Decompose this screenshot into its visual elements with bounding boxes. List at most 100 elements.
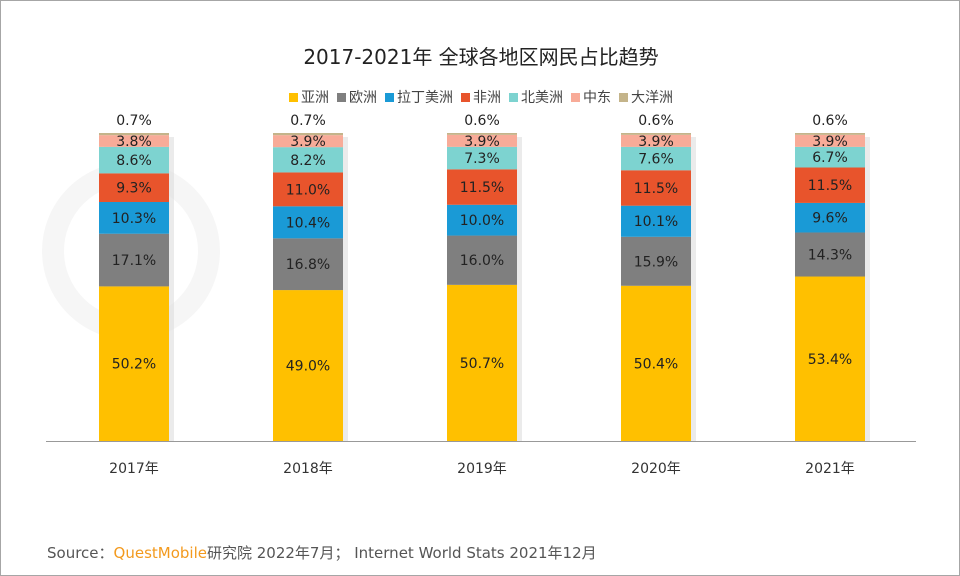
data-label: 0.6%	[638, 113, 674, 129]
bar-segment	[795, 202, 865, 233]
x-tick-label: 2017年	[109, 461, 159, 477]
legend: 亚洲 欧洲 拉丁美洲 非洲 北美洲 中东 大洋洲	[1, 87, 959, 107]
data-label: 0.6%	[812, 113, 848, 129]
legend-swatch	[619, 93, 628, 102]
legend-label: 北美洲	[521, 90, 563, 106]
bar-segment	[795, 167, 865, 203]
data-label: 11.5%	[808, 178, 852, 194]
bar-segment	[447, 284, 517, 441]
legend-swatch	[571, 93, 580, 102]
bar-segment	[621, 205, 691, 237]
legend-item: 北美洲	[509, 87, 563, 107]
data-label: 53.4%	[808, 352, 852, 368]
bar-segment	[621, 134, 691, 147]
data-label: 9.3%	[116, 181, 152, 197]
legend-label: 欧洲	[349, 90, 377, 106]
bar-segment	[273, 172, 343, 207]
bar-segment	[795, 146, 865, 168]
bar-segment	[795, 232, 865, 277]
bar-segment	[447, 134, 517, 147]
bar-segment	[99, 201, 169, 234]
bar-segment	[99, 233, 169, 287]
source-brand: QuestMobile	[113, 544, 207, 562]
bar-segment	[99, 173, 169, 202]
data-label: 7.3%	[464, 151, 500, 167]
bar-segment	[621, 146, 691, 171]
data-label: 3.8%	[116, 134, 152, 150]
data-label: 50.4%	[634, 356, 678, 372]
legend-label: 中东	[583, 90, 611, 106]
legend-item: 大洋洲	[619, 87, 673, 107]
bar-segment	[795, 134, 865, 147]
legend-item: 非洲	[461, 87, 501, 107]
data-label: 10.3%	[112, 211, 156, 227]
legend-item: 中东	[571, 87, 611, 107]
source-prefix: Source：	[47, 544, 114, 562]
chart-title: 2017-2021年 全球各地区网民占比趋势	[303, 45, 659, 69]
data-label: 10.1%	[634, 214, 678, 230]
legend-swatch	[385, 93, 394, 102]
data-label: 16.0%	[460, 253, 504, 269]
legend-item: 亚洲	[289, 87, 329, 107]
data-label: 10.4%	[286, 215, 330, 231]
legend-swatch	[461, 93, 470, 102]
bar-segment	[273, 147, 343, 173]
bar-segment	[99, 133, 169, 136]
bar-segment	[621, 133, 691, 135]
data-label: 50.2%	[112, 357, 156, 373]
x-tick-label: 2021年	[805, 461, 855, 477]
x-tick-label: 2018年	[283, 461, 333, 477]
bar-segment	[99, 135, 169, 147]
data-label: 3.9%	[812, 134, 848, 150]
bar-segment	[273, 238, 343, 291]
bar-segment	[99, 286, 169, 441]
data-label: 7.6%	[638, 152, 674, 168]
x-tick-label: 2020年	[631, 461, 681, 477]
bar-segment	[447, 169, 517, 205]
data-label: 9.6%	[812, 211, 848, 227]
legend-item: 拉丁美洲	[385, 87, 453, 107]
bar-segment	[273, 290, 343, 441]
bar-segment	[447, 204, 517, 236]
bar-segment	[795, 276, 865, 441]
data-label: 8.6%	[116, 153, 152, 169]
bar-segment	[621, 170, 691, 206]
bar-segment	[99, 146, 169, 174]
data-label: 8.2%	[290, 153, 326, 169]
legend-label: 拉丁美洲	[397, 90, 453, 106]
data-label: 14.3%	[808, 248, 852, 264]
bar-segment	[273, 133, 343, 136]
legend-label: 亚洲	[301, 90, 329, 106]
bar-segment	[447, 133, 517, 135]
source-note: Source：QuestMobile研究院 2022年7月； Internet …	[47, 542, 597, 563]
bar-segment	[621, 285, 691, 441]
data-label: 0.6%	[464, 113, 500, 129]
data-label: 17.1%	[112, 253, 156, 269]
data-label: 11.5%	[460, 180, 504, 196]
data-label: 49.0%	[286, 359, 330, 375]
bar-segment	[273, 206, 343, 239]
bar-segment	[273, 135, 343, 148]
data-label: 16.8%	[286, 257, 330, 273]
data-label: 11.5%	[634, 181, 678, 197]
legend-label: 大洋洲	[631, 90, 673, 106]
data-label: 3.9%	[290, 134, 326, 150]
legend-swatch	[337, 93, 346, 102]
data-label: 0.7%	[290, 113, 326, 129]
data-label: 6.7%	[812, 150, 848, 166]
data-label: 10.0%	[460, 213, 504, 229]
legend-swatch	[509, 93, 518, 102]
data-label: 15.9%	[634, 254, 678, 270]
data-label: 0.7%	[116, 113, 152, 129]
source-rest: 研究院 2022年7月； Internet World Stats 2021年1…	[206, 544, 597, 562]
legend-swatch	[289, 93, 298, 102]
data-label: 3.9%	[464, 134, 500, 150]
bar-segment	[795, 133, 865, 135]
data-label: 3.9%	[638, 134, 674, 150]
bar-segment	[447, 235, 517, 285]
data-label: 50.7%	[460, 356, 504, 372]
legend-label: 非洲	[473, 90, 501, 106]
bar-segment	[447, 146, 517, 170]
